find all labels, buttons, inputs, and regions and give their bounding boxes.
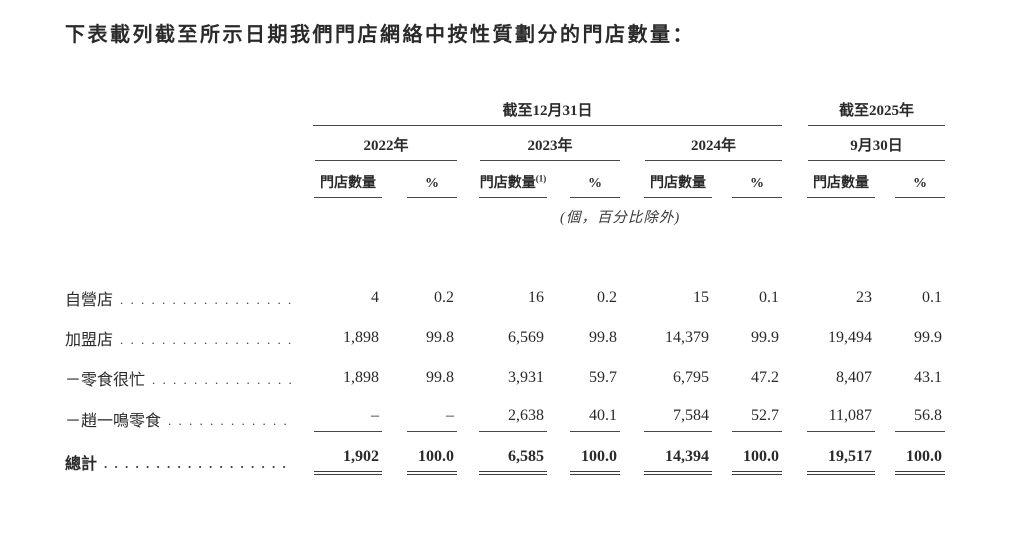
row-label: －趙一鳴零食 — [65, 413, 162, 430]
col-header-store-count-2023: 門店數量(1) — [479, 172, 547, 198]
cell-value: 6,569 — [508, 329, 544, 346]
cell-value: 4 — [371, 289, 379, 306]
row-label: －零食很忙 — [65, 372, 146, 389]
table-row-lingshihenmang: －零食很忙 1,898 99.8 3,931 59.7 6,795 47.2 8… — [65, 358, 945, 398]
header-year-2023: 2023年 — [480, 134, 620, 161]
cell-value: 6,795 — [673, 369, 709, 386]
cell-value: 43.1 — [914, 369, 943, 386]
cell-value: 23 — [856, 289, 873, 306]
cell-value: – — [407, 407, 457, 432]
cell-value: 0.1 — [922, 289, 943, 306]
header-year-2024: 2024年 — [645, 134, 783, 161]
table-header-period-row: 截至12月31日 截至2025年 — [65, 88, 946, 126]
store-count-table: 截至12月31日 截至2025年 2022年 2023年 2024年 9月30日 — [65, 88, 946, 483]
row-label-total: 總計 — [65, 455, 98, 473]
cell-value: 16 — [528, 289, 544, 306]
unit-note: (個，百分比除外) — [560, 210, 681, 226]
page-title: 下表載列截至所示日期我們門店網絡中按性質劃分的門店數量： — [65, 24, 695, 46]
total-value: 6,585 — [479, 448, 547, 475]
header-as-of-dec31: 截至12月31日 — [313, 99, 783, 126]
cell-value: 99.8 — [426, 369, 454, 386]
cell-value: 15 — [693, 289, 709, 306]
footnote-marker-1: (1) — [535, 173, 547, 184]
cell-value: 0.2 — [434, 289, 454, 306]
col-header-pct-2025: % — [895, 176, 946, 198]
unit-note-row: (個，百分比除外) — [65, 198, 945, 238]
cell-value: 47.2 — [751, 369, 780, 386]
col-header-pct-2024: % — [732, 176, 783, 198]
total-value: 100.0 — [570, 448, 620, 475]
cell-value: 19,494 — [828, 329, 873, 346]
cell-value: 40.1 — [570, 407, 620, 432]
dot-leader — [113, 292, 291, 308]
row-label: 自營店 — [65, 292, 114, 309]
col-header-store-count-2024: 門店數量 — [644, 172, 712, 198]
dot-leader — [113, 332, 291, 348]
cell-value: 59.7 — [589, 369, 617, 386]
header-year-2022: 2022年 — [315, 134, 457, 161]
col-header-pct-2022: % — [407, 176, 457, 198]
cell-value: 14,379 — [665, 329, 709, 346]
cell-value: 99.9 — [751, 329, 780, 346]
col-header-store-count-2025: 門店數量 — [807, 172, 876, 198]
table-row-zhaoyiming: －趙一鳴零食 – – 2,638 40.1 7,584 52.7 11,087 … — [65, 398, 946, 440]
row-label: 加盟店 — [65, 332, 114, 349]
cell-value: 8,407 — [836, 369, 873, 386]
total-value: 19,517 — [807, 448, 876, 475]
total-value: 100.0 — [407, 448, 457, 475]
cell-value: – — [314, 407, 382, 432]
cell-value: 1,898 — [343, 329, 379, 346]
cell-value: 99.8 — [426, 329, 454, 346]
dot-leader — [161, 413, 291, 429]
table-row-total: 總計 1,902 100.0 6,585 100.0 14,394 100.0 … — [65, 440, 946, 483]
header-as-of-2025: 截至2025年 — [808, 99, 946, 126]
cell-value: 3,931 — [508, 369, 544, 386]
table-subheader-row: 門店數量 % 門店數量(1) % 門店數量 % 門店數量 % — [65, 161, 946, 198]
cell-value: 56.8 — [895, 407, 946, 432]
table-row-self-operated: 自營店 4 0.2 16 0.2 15 0.1 23 0.1 — [65, 278, 945, 318]
cell-value: 0.1 — [759, 289, 780, 306]
dot-leader — [97, 456, 291, 472]
cell-value: 1,898 — [343, 369, 379, 386]
cell-value: 99.9 — [914, 329, 943, 346]
col-header-store-count-2022: 門店數量 — [314, 172, 382, 198]
table-row-franchised: 加盟店 1,898 99.8 6,569 99.8 14,379 99.9 19… — [65, 318, 945, 358]
total-value: 100.0 — [895, 448, 946, 475]
cell-value: 2,638 — [479, 407, 547, 432]
table-header-year-row: 2022年 2023年 2024年 9月30日 — [65, 126, 946, 161]
total-value: 14,394 — [644, 448, 712, 475]
col-header-pct-2023: % — [570, 176, 620, 198]
cell-value: 99.8 — [589, 329, 617, 346]
cell-value: 7,584 — [644, 407, 712, 432]
total-value: 1,902 — [314, 448, 382, 475]
cell-value: 0.2 — [597, 289, 617, 306]
cell-value: 11,087 — [807, 407, 876, 432]
header-sep30: 9月30日 — [808, 134, 946, 161]
spacer-row — [65, 238, 945, 278]
total-value: 100.0 — [732, 448, 783, 475]
dot-leader — [145, 372, 291, 388]
cell-value: 52.7 — [732, 407, 783, 432]
